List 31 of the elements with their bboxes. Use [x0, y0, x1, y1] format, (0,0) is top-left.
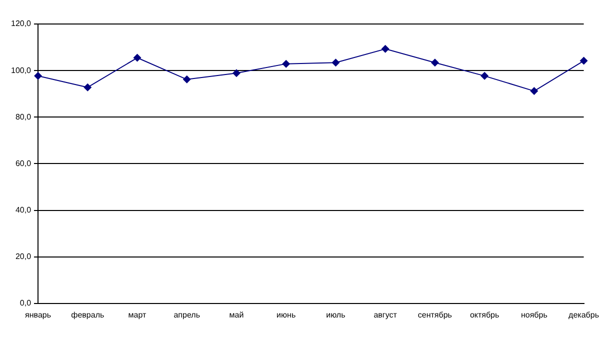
point: [381, 44, 390, 53]
y-tick-label: 20,0: [15, 252, 32, 262]
x-tick-label: январь: [25, 310, 52, 320]
x-tick-label: декабрь: [568, 310, 600, 320]
point: [332, 58, 340, 67]
x-tick-label: сентябрь: [418, 310, 452, 320]
x-tick-label: июнь: [276, 310, 296, 320]
x-tick-label: апрель: [174, 310, 200, 320]
y-tick-label: 0,0: [20, 298, 32, 308]
x-tick-label: май: [229, 310, 244, 320]
y-tick-label: 80,0: [15, 112, 32, 122]
x-tick-label: ноябрь: [520, 310, 548, 320]
y-tick-label: 120,0: [10, 19, 32, 28]
point: [580, 56, 588, 65]
point: [34, 72, 42, 80]
y-tick-label: 40,0: [15, 205, 32, 214]
point: [182, 75, 191, 84]
point: [232, 69, 240, 78]
y-tick-label: 100,0: [10, 66, 32, 75]
point: [84, 83, 92, 92]
x-tick-label: август: [374, 310, 398, 320]
point: [530, 87, 538, 96]
x-tick-label: март: [128, 310, 147, 320]
point: [430, 58, 439, 67]
x-tick-label: октябрь: [470, 310, 500, 320]
point: [133, 54, 142, 62]
y-tick-label: 60,0: [15, 158, 32, 168]
x-tick-label: июль: [326, 310, 346, 320]
x-tick-label: февраль: [71, 310, 104, 320]
point: [282, 60, 290, 68]
point: [480, 72, 489, 80]
